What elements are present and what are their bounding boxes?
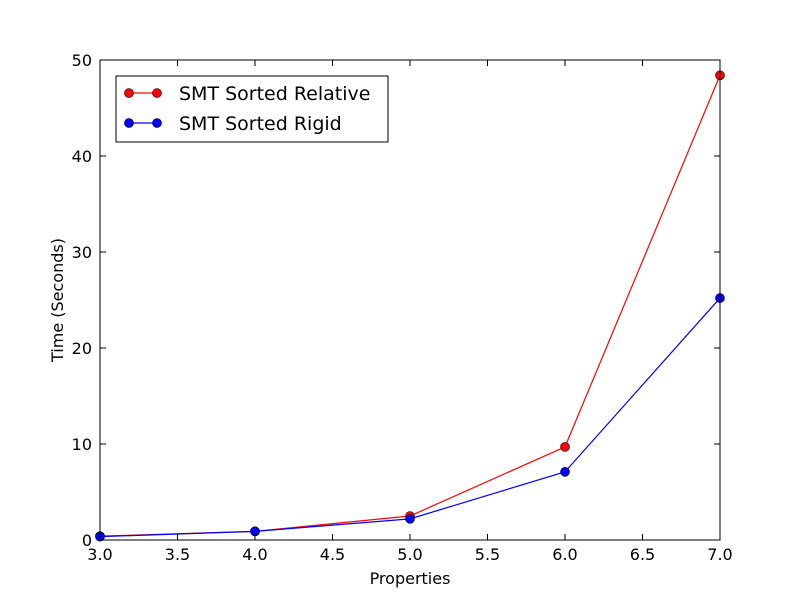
- data-point-1-3: [560, 467, 570, 477]
- data-point-1-2: [405, 514, 415, 524]
- x-tick-label: 6.5: [630, 545, 655, 564]
- legend-box: [115, 75, 389, 143]
- ticks-layer: 3.0 3.5 4.0 4.5 5.0 5.5 6.0 6.5 7.0 0 10 20 30 40 50: [72, 51, 733, 564]
- y-tick-label: 0: [82, 531, 92, 550]
- x-tick-label: 7.0: [707, 545, 732, 564]
- legend-marker-1: [152, 118, 162, 128]
- y-tick-label: 40: [72, 147, 92, 166]
- series-line-0: [99, 75, 721, 537]
- legend-label-0: SMT Sorted Relative: [179, 83, 370, 105]
- x-tick-label: 3.0: [87, 545, 112, 564]
- y-tick-label: 50: [72, 51, 92, 70]
- y-tick-label: 20: [72, 339, 92, 358]
- x-tick-label: 4.0: [242, 545, 267, 564]
- x-tick-label: 6.0: [552, 545, 577, 564]
- x-tick-label: 5.0: [397, 545, 422, 564]
- data-point-0-3: [560, 442, 570, 452]
- y-tick-label: 10: [72, 435, 92, 454]
- legend-label-1: SMT Sorted Rigid: [179, 113, 342, 135]
- y-tick-label: 30: [72, 243, 92, 262]
- x-tick-label: 3.5: [165, 545, 190, 564]
- legend-marker-1: [124, 118, 134, 128]
- legend-marker-0: [152, 88, 162, 98]
- legend-marker-0: [124, 88, 134, 98]
- x-axis-label: Properties: [370, 569, 451, 588]
- x-tick-label: 4.5: [320, 545, 345, 564]
- legend: SMT Sorted Relative SMT Sorted Rigid: [115, 75, 389, 143]
- x-tick-label: 5.5: [475, 545, 500, 564]
- y-axis-label: Time (Seconds): [48, 238, 67, 363]
- series-line-1: [99, 297, 721, 538]
